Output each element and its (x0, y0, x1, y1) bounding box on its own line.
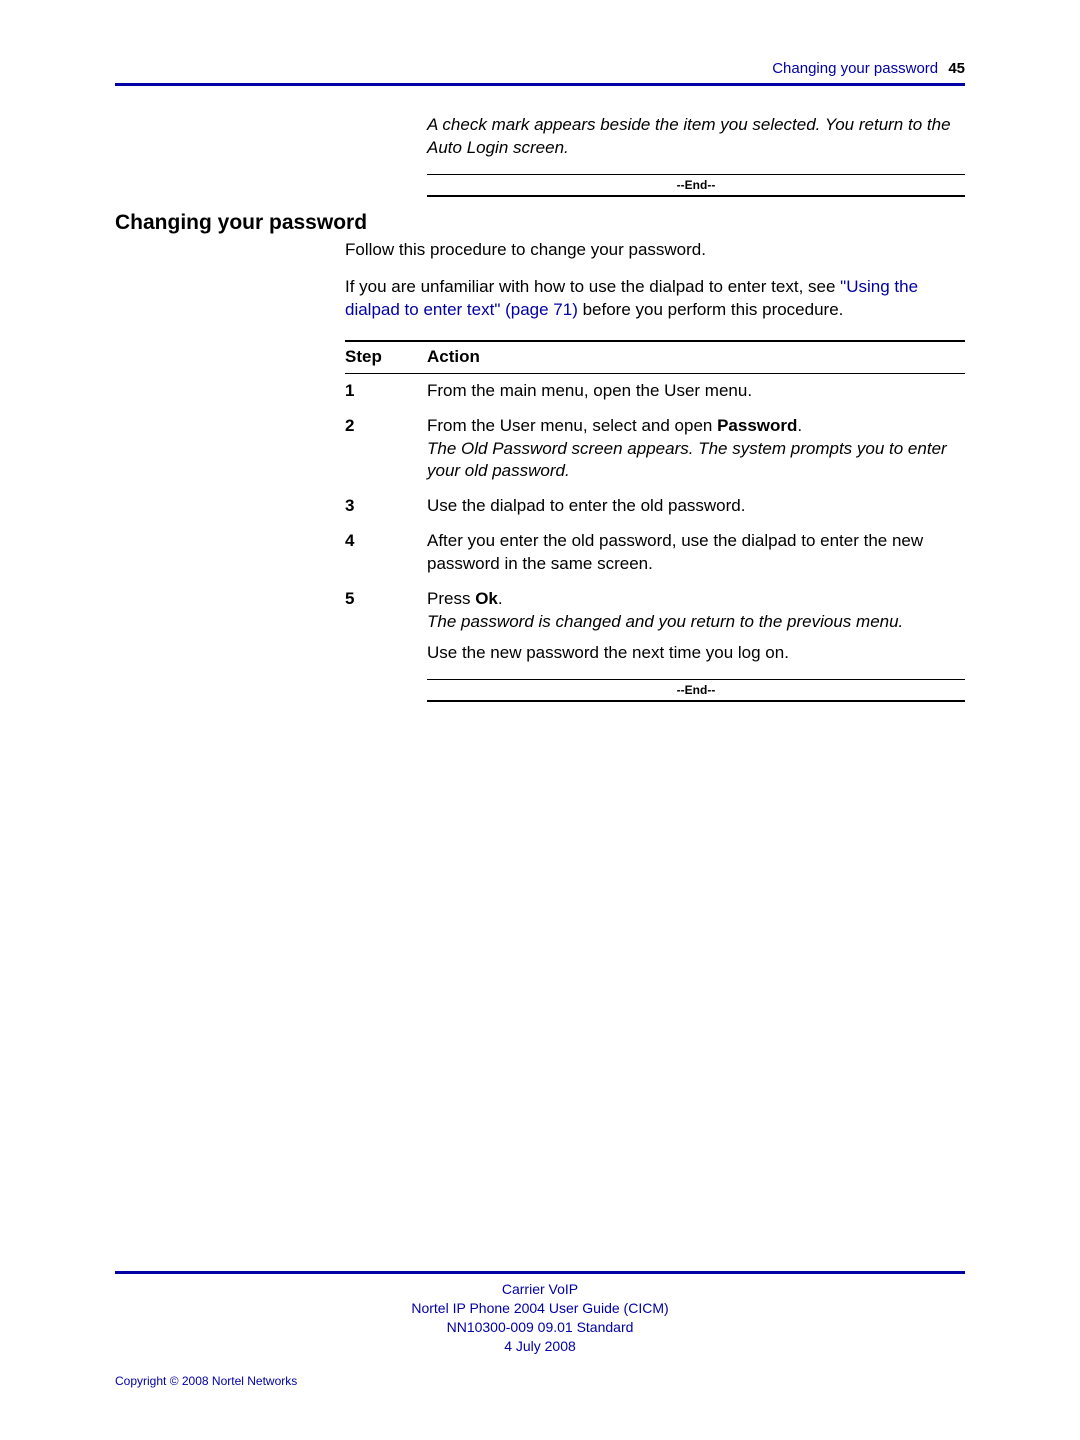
step-action: Press Ok. The password is changed and yo… (427, 588, 965, 665)
steps-col-action: Action (427, 346, 965, 369)
page-header: Changing your password 45 (115, 60, 965, 77)
end-label-2: --End-- (427, 680, 965, 700)
step-number: 3 (345, 495, 427, 518)
step-action: From the main menu, open the User menu. (427, 380, 965, 403)
footer-copyright: Copyright © 2008 Nortel Networks (115, 1374, 965, 1388)
crossref-paragraph: If you are unfamiliar with how to use th… (345, 276, 965, 322)
end-label-1: --End-- (427, 175, 965, 195)
step-number: 1 (345, 380, 427, 403)
footer-rule (115, 1271, 965, 1274)
steps-table: Step Action 1 From the main menu, open t… (345, 340, 965, 702)
table-row: 5 Press Ok. The password is changed and … (345, 582, 965, 671)
crossref-pre: If you are unfamiliar with how to use th… (345, 277, 840, 296)
step-action: Use the dialpad to enter the old passwor… (427, 495, 965, 518)
crossref-post: before you perform this procedure. (578, 300, 844, 319)
step-number: 2 (345, 415, 427, 484)
footer-line3: NN10300-009 09.01 Standard (115, 1318, 965, 1337)
steps-col-step: Step (345, 346, 427, 369)
step-text-bold: Ok (475, 589, 498, 608)
step-number: 5 (345, 588, 427, 665)
step-text-italic: The password is changed and you return t… (427, 611, 965, 634)
step-number: 4 (345, 530, 427, 576)
end-rule-bottom-2 (427, 700, 965, 702)
step-text-pre: From the User menu, select and open (427, 416, 717, 435)
footer-line1: Carrier VoIP (115, 1280, 965, 1299)
table-row: 4 After you enter the old password, use … (345, 524, 965, 582)
step-action: From the User menu, select and open Pass… (427, 415, 965, 484)
header-rule (115, 83, 965, 86)
step-text-bold: Password (717, 416, 797, 435)
intro-italic-note: A check mark appears beside the item you… (427, 114, 965, 160)
header-section-title: Changing your password (772, 60, 938, 77)
step-action: After you enter the old password, use th… (427, 530, 965, 576)
table-row: 2 From the User menu, select and open Pa… (345, 409, 965, 490)
step-text-extra: Use the new password the next time you l… (427, 642, 965, 665)
footer-line4: 4 July 2008 (115, 1337, 965, 1356)
header-page-number: 45 (948, 60, 965, 77)
section-lead: Follow this procedure to change your pas… (345, 239, 965, 262)
footer-line2: Nortel IP Phone 2004 User Guide (CICM) (115, 1299, 965, 1318)
step-text-pre: Press (427, 589, 475, 608)
end-rule-bottom-1 (427, 195, 965, 197)
step-text-italic: The Old Password screen appears. The sys… (427, 438, 965, 484)
table-row: 1 From the main menu, open the User menu… (345, 374, 965, 409)
page-footer: Carrier VoIP Nortel IP Phone 2004 User G… (115, 1271, 965, 1388)
table-row: 3 Use the dialpad to enter the old passw… (345, 489, 965, 524)
step-text-post: . (797, 416, 802, 435)
section-heading: Changing your password (115, 211, 965, 235)
step-text-post: . (498, 589, 503, 608)
